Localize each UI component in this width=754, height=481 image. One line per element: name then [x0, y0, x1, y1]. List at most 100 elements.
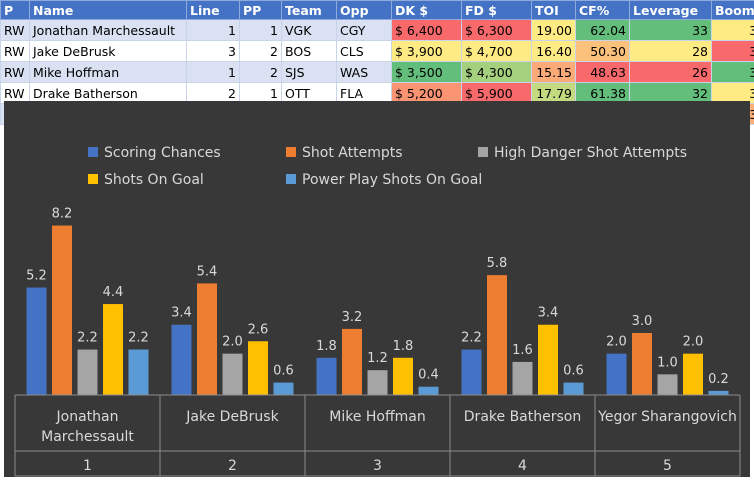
data-label: 2.2: [77, 331, 98, 346]
cell-toi[interactable]: 19.00: [531, 19, 576, 41]
bar: [538, 324, 558, 395]
bar: [487, 275, 507, 395]
cell-name[interactable]: Drake Batherson: [29, 82, 187, 104]
cell-line[interactable]: 1: [186, 61, 240, 83]
cell-opp[interactable]: CGY: [336, 19, 392, 41]
cell-opp[interactable]: WAS: [336, 61, 392, 83]
cell-leverage[interactable]: 26: [629, 61, 712, 83]
cell-dk-salary[interactable]: $ 6,400: [391, 19, 462, 41]
cell-toi[interactable]: 17.79: [531, 82, 576, 104]
bar: [342, 328, 362, 395]
cell-cf-pct[interactable]: 62.04: [575, 19, 630, 41]
header-dk-salary[interactable]: DK $: [391, 0, 462, 20]
data-label: 1.6: [512, 343, 533, 358]
cell-line[interactable]: 1: [186, 19, 240, 41]
cell-p[interactable]: RW: [0, 19, 30, 41]
cell-fd-salary[interactable]: $ 6,300: [461, 19, 532, 41]
header-team[interactable]: Team: [281, 0, 337, 20]
cell-fd-salary[interactable]: $ 4,300: [461, 61, 532, 83]
header-toi[interactable]: TOI: [531, 0, 576, 20]
cell-opp[interactable]: FLA: [336, 82, 392, 104]
cell-toi[interactable]: 15.15: [531, 61, 576, 83]
bar: [563, 382, 584, 395]
cell-team[interactable]: VGK: [281, 19, 337, 41]
category-label: Mike Hoffman: [329, 409, 425, 425]
data-label: 5.8: [487, 256, 508, 271]
header-boom-pct[interactable]: Boom%: [711, 0, 754, 20]
bar: [418, 386, 439, 395]
cell-pp[interactable]: 2: [239, 61, 282, 83]
cell-name[interactable]: Jake DeBrusk: [29, 40, 187, 62]
data-label: 3.2: [342, 310, 363, 325]
header-name[interactable]: Name: [29, 0, 187, 20]
bar: [461, 349, 482, 395]
bar: [316, 357, 337, 395]
data-label: 5.2: [26, 269, 47, 284]
cell-boom-pct[interactable]: 33%: [711, 40, 754, 62]
cell-leverage[interactable]: 28: [629, 40, 712, 62]
cell-fd-salary[interactable]: $ 4,700: [461, 40, 532, 62]
category-index-label: 5: [663, 458, 672, 474]
header-leverage[interactable]: Leverage: [629, 0, 712, 20]
data-label: 1.2: [367, 351, 388, 366]
bar: [708, 390, 729, 395]
header-line[interactable]: Line: [186, 0, 240, 20]
cell-line[interactable]: 3: [186, 40, 240, 62]
cell-team[interactable]: SJS: [281, 61, 337, 83]
data-label: 1.8: [393, 339, 414, 354]
category-index-label: 4: [518, 458, 527, 474]
cell-p[interactable]: RW: [0, 40, 30, 62]
header-cf-pct[interactable]: CF%: [575, 0, 630, 20]
table-header-row: P Name Line PP Team Opp DK $ FD $ TOI CF…: [0, 0, 754, 20]
legend-label: Shot Attempts: [302, 145, 403, 161]
data-label: 3.0: [632, 314, 653, 329]
cell-boom-pct[interactable]: 36%: [711, 61, 754, 83]
legend-label: Scoring Chances: [104, 145, 221, 161]
cell-cf-pct[interactable]: 50.30: [575, 40, 630, 62]
cell-fd-salary[interactable]: $ 5,900: [461, 82, 532, 104]
player-stats-chart: Scoring Chances Shot Attempts High Danger …: [4, 101, 750, 477]
cell-leverage[interactable]: 33: [629, 19, 712, 41]
data-label: 0.6: [563, 364, 584, 379]
category-label: Jake DeBrusk: [185, 409, 279, 425]
table-row: RW Jake DeBrusk 3 2 BOS CLS $ 3,900 $ 4,700 16.4…: [0, 40, 754, 62]
category-label-line: Jonathan: [56, 409, 119, 425]
cell-team[interactable]: BOS: [281, 40, 337, 62]
data-label: 2.0: [222, 335, 243, 350]
bar: [393, 357, 413, 395]
category-index-label: 1: [83, 458, 92, 474]
legend-label: Shots On Goal: [104, 172, 204, 188]
cell-p[interactable]: RW: [0, 82, 30, 104]
category-index-label: 3: [373, 458, 382, 474]
bar: [606, 353, 627, 395]
bar: [367, 370, 388, 395]
cell-toi[interactable]: 16.40: [531, 40, 576, 62]
cell-team[interactable]: OTT: [281, 82, 337, 104]
cell-opp[interactable]: CLS: [336, 40, 392, 62]
legend-swatch: [286, 147, 296, 157]
bar: [222, 353, 243, 395]
cell-dk-salary[interactable]: $ 3,900: [391, 40, 462, 62]
header-p[interactable]: P: [0, 0, 30, 20]
cell-pp[interactable]: 2: [239, 40, 282, 62]
cell-pp[interactable]: 1: [239, 82, 282, 104]
category-label: Drake Batherson: [464, 409, 581, 425]
header-opp[interactable]: Opp: [336, 0, 392, 20]
cell-name[interactable]: Jonathan Marchessault: [29, 19, 187, 41]
bar: [273, 382, 294, 395]
data-label: 3.4: [171, 306, 192, 321]
cell-p[interactable]: RW: [0, 61, 30, 83]
bar: [248, 341, 268, 395]
data-label: 0.4: [418, 368, 439, 383]
cell-dk-salary[interactable]: $ 3,500: [391, 61, 462, 83]
header-fd-salary[interactable]: FD $: [461, 0, 532, 20]
legend-label: High Danger Shot Attempts: [494, 145, 687, 161]
cell-pp[interactable]: 1: [239, 19, 282, 41]
bar: [171, 324, 192, 395]
cell-boom-pct[interactable]: 35%: [711, 19, 754, 41]
cell-name[interactable]: Mike Hoffman: [29, 61, 187, 83]
data-label: 1.8: [316, 339, 337, 354]
header-pp[interactable]: PP: [239, 0, 282, 20]
bar: [26, 287, 47, 395]
cell-cf-pct[interactable]: 48.63: [575, 61, 630, 83]
